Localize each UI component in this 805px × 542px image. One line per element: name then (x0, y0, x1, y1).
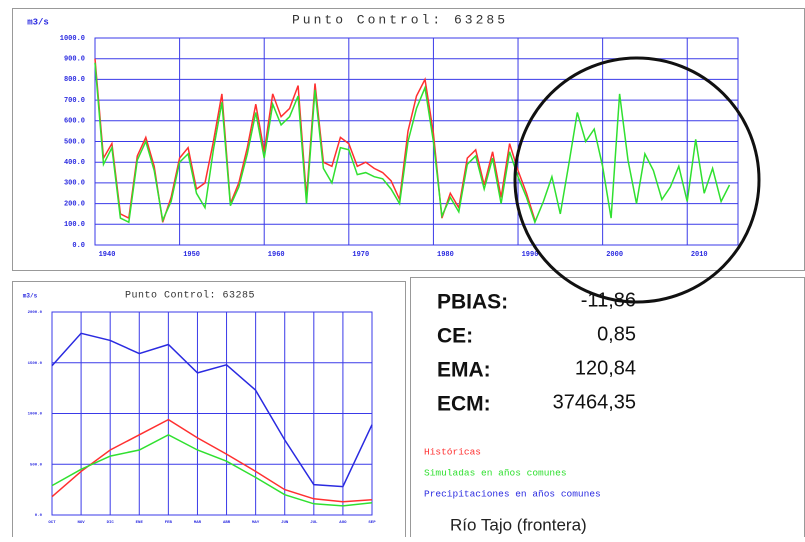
location: Río Tajo (frontera) (450, 515, 587, 534)
x-tick-label: JUN (281, 521, 289, 525)
stat-label: CE: (437, 325, 473, 348)
x-tick-label: 2010 (691, 251, 708, 259)
y-axis-label: m3/s (23, 293, 38, 300)
x-tick-label: SEP (368, 521, 376, 525)
series-line (94, 62, 731, 225)
y-tick-label: 500.0 (64, 138, 85, 146)
plot-frame (94, 37, 739, 246)
y-tick-label: 2000.0 (28, 311, 43, 315)
y-tick-label: 100.0 (64, 221, 85, 229)
y-tick-label: 700.0 (64, 97, 85, 105)
stat-label: PBIAS: (437, 291, 508, 314)
x-tick-label: 1990 (522, 251, 539, 259)
plot-frame (51, 311, 373, 516)
chart-title: Punto Control: 63285 (292, 12, 508, 27)
x-tick-label: ENE (136, 521, 144, 525)
x-tick-label: MAR (194, 521, 202, 525)
series-line (51, 418, 373, 503)
legend-entry: Históricas (424, 447, 481, 458)
x-tick-label: 1950 (183, 251, 200, 259)
x-tick-label: 1960 (268, 251, 285, 259)
y-tick-label: 1000.0 (60, 35, 85, 43)
y-tick-label: 1500.0 (28, 362, 43, 366)
x-tick-label: ABR (223, 521, 231, 525)
series-line (51, 332, 373, 488)
highlight-circle (513, 56, 761, 304)
y-tick-label: 400.0 (64, 159, 85, 167)
x-tick-label: OCT (48, 521, 56, 525)
y-tick-label: 0.0 (35, 514, 43, 518)
x-tick-label: JUL (310, 521, 318, 525)
stat-label: EMA: (437, 359, 491, 382)
stat-value: 37464,35 (553, 391, 636, 413)
y-tick-label: 300.0 (64, 180, 85, 188)
stat-value: 0,85 (597, 323, 636, 345)
stat-value: 120,84 (575, 357, 636, 379)
x-tick-label: DIC (107, 521, 115, 525)
y-tick-label: 1000.0 (28, 413, 43, 417)
x-tick-label: 1940 (99, 251, 116, 259)
x-tick-label: AGO (339, 521, 347, 525)
y-tick-label: 500.0 (30, 463, 43, 467)
stat-label: ECM: (437, 393, 491, 416)
series-line (51, 433, 373, 507)
y-tick-label: 600.0 (64, 118, 85, 126)
y-tick-label: 800.0 (64, 76, 85, 84)
y-tick-label: 0.0 (72, 242, 85, 250)
legend: Históricas Simuladas en años comunes Preci… (424, 447, 601, 500)
series-line (94, 58, 536, 223)
y-tick-label: 900.0 (64, 56, 85, 64)
x-tick-label: MAY (252, 521, 260, 525)
x-tick-label: NOV (77, 521, 85, 525)
legend-entry: Precipitaciones en años comunes (424, 489, 601, 500)
chart-title: Punto Control: 63285 (125, 290, 255, 302)
legend-entry: Simuladas en años comunes (424, 468, 567, 479)
x-tick-label: 2000 (606, 251, 623, 259)
y-tick-label: 200.0 (64, 200, 85, 208)
y-axis-label: m3/s (27, 17, 49, 27)
x-tick-label: 1980 (437, 251, 454, 259)
x-tick-label: FEB (165, 521, 173, 525)
bottom-left-panel (12, 281, 406, 542)
x-tick-label: 1970 (352, 251, 369, 259)
stats-panel (410, 277, 805, 542)
